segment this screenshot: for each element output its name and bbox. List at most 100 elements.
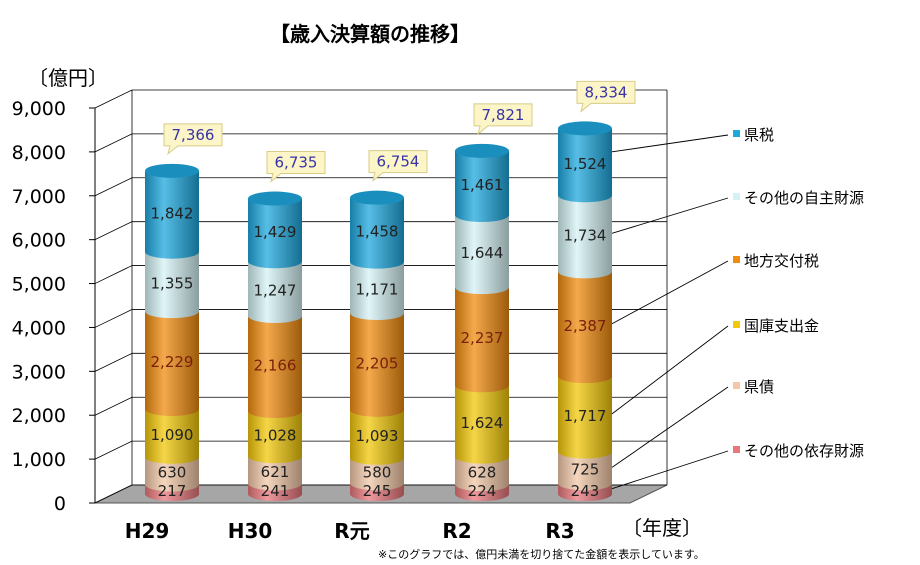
total-label: 8,334 bbox=[585, 83, 628, 101]
total-label: 7,821 bbox=[482, 106, 525, 124]
data-label: 725 bbox=[571, 460, 600, 478]
chart-floor bbox=[94, 484, 668, 504]
legend-label: その他の依存財源 bbox=[744, 442, 864, 460]
data-label: 241 bbox=[261, 482, 290, 500]
bar-segment bbox=[350, 313, 404, 417]
bar-top-cap bbox=[145, 163, 199, 178]
data-label: 1,355 bbox=[151, 274, 194, 292]
y-tick-label: 7,000 bbox=[12, 186, 66, 208]
gridline-side bbox=[94, 396, 133, 416]
gridline-side bbox=[94, 352, 133, 372]
y-tick-label: 4,000 bbox=[12, 317, 66, 339]
total-callout bbox=[266, 151, 326, 183]
data-label: 1,090 bbox=[151, 426, 194, 444]
data-label: 1,842 bbox=[151, 204, 194, 222]
data-label: 1,624 bbox=[461, 414, 504, 432]
gridline-side bbox=[94, 221, 133, 241]
bar-segment bbox=[455, 214, 509, 295]
bar-segment bbox=[248, 315, 302, 419]
total-label: 7,366 bbox=[172, 126, 215, 144]
data-label: 1,028 bbox=[254, 427, 297, 445]
total-label: 6,754 bbox=[377, 153, 420, 171]
bar-segment bbox=[248, 411, 302, 464]
legend-leader-line bbox=[611, 325, 729, 415]
gridline-side bbox=[94, 265, 133, 284]
gridline-side bbox=[94, 177, 133, 197]
data-label: 224 bbox=[468, 482, 497, 500]
total-callout bbox=[473, 103, 533, 136]
data-label: 2,205 bbox=[356, 354, 399, 372]
data-label: 2,387 bbox=[564, 317, 607, 335]
bar-segment bbox=[145, 484, 199, 501]
bar-segment bbox=[350, 197, 404, 269]
y-tick-label: 5,000 bbox=[12, 274, 66, 296]
y-tick-label: 9,000 bbox=[12, 98, 66, 120]
bar-segment bbox=[455, 150, 509, 222]
bar-segment bbox=[350, 457, 404, 491]
bar-segment bbox=[145, 311, 199, 416]
data-label: 1,461 bbox=[461, 176, 504, 194]
bar-segment bbox=[558, 451, 612, 491]
data-label: 1,093 bbox=[356, 427, 399, 445]
legend-swatch bbox=[733, 321, 740, 328]
bar-segment bbox=[145, 456, 199, 492]
total-callout bbox=[576, 80, 636, 113]
legend-label: 地方交付税 bbox=[744, 252, 819, 270]
bar-segment bbox=[455, 385, 509, 464]
bar-top-cap bbox=[558, 121, 612, 136]
y-tick-label: 2,000 bbox=[12, 405, 66, 427]
bar-segment bbox=[558, 376, 612, 459]
bar-segment bbox=[558, 195, 612, 279]
data-label: 1,429 bbox=[254, 223, 297, 241]
bar-segment bbox=[145, 251, 199, 319]
bar-segment bbox=[455, 484, 509, 501]
data-label: 621 bbox=[261, 463, 290, 481]
legend-swatch bbox=[733, 382, 740, 389]
x-tick-label: R2 bbox=[442, 519, 471, 543]
data-label: 1,247 bbox=[254, 282, 297, 300]
y-tick-label: 0 bbox=[54, 493, 66, 515]
x-axis-unit-label: 〔年度〕 bbox=[622, 516, 702, 540]
bar-segment bbox=[455, 287, 509, 393]
data-label: 1,644 bbox=[461, 244, 504, 262]
y-axis-unit-label: 〔億円〕 bbox=[28, 66, 108, 90]
legend-swatch bbox=[733, 130, 740, 137]
data-label: 1,524 bbox=[564, 155, 607, 173]
gridline-side bbox=[94, 440, 133, 460]
y-tick-label: 1,000 bbox=[12, 449, 66, 471]
legend-label: 県債 bbox=[744, 378, 774, 396]
x-tick-label: H29 bbox=[125, 519, 170, 543]
legend-swatch bbox=[733, 256, 740, 263]
y-tick-label: 6,000 bbox=[12, 230, 66, 252]
bar-segment bbox=[350, 409, 404, 465]
data-label: 630 bbox=[158, 464, 187, 482]
gridline-side bbox=[94, 133, 133, 153]
data-label: 580 bbox=[363, 464, 392, 482]
legend-label: その他の自主財源 bbox=[744, 189, 864, 207]
bar-segment bbox=[455, 456, 509, 492]
bar-segment bbox=[350, 261, 404, 321]
y-tick-label: 8,000 bbox=[12, 142, 66, 164]
data-label: 1,171 bbox=[356, 280, 399, 298]
legend-label: 国庫支出金 bbox=[744, 317, 819, 335]
data-label: 1,734 bbox=[564, 226, 607, 244]
gridline-side bbox=[94, 484, 133, 504]
x-tick-label: H30 bbox=[228, 519, 273, 543]
legend-swatch bbox=[733, 446, 740, 453]
data-label: 2,237 bbox=[461, 329, 504, 347]
data-label: 1,717 bbox=[564, 407, 607, 425]
bar-segment bbox=[558, 128, 612, 203]
data-label: 1,458 bbox=[356, 223, 399, 241]
data-label: 2,229 bbox=[151, 353, 194, 371]
total-label: 6,735 bbox=[275, 154, 318, 172]
bar-segment bbox=[145, 408, 199, 464]
data-label: 245 bbox=[363, 482, 392, 500]
legend-leader-line bbox=[611, 134, 729, 153]
gridline-side bbox=[94, 309, 133, 328]
x-tick-label: R3 bbox=[545, 519, 574, 543]
bar-segment bbox=[248, 261, 302, 323]
bar-segment bbox=[248, 483, 302, 501]
data-label: 628 bbox=[468, 463, 497, 481]
chart-footnote: ※このグラフでは、億円未満を切り捨てた金額を表示しています。 bbox=[378, 548, 705, 561]
